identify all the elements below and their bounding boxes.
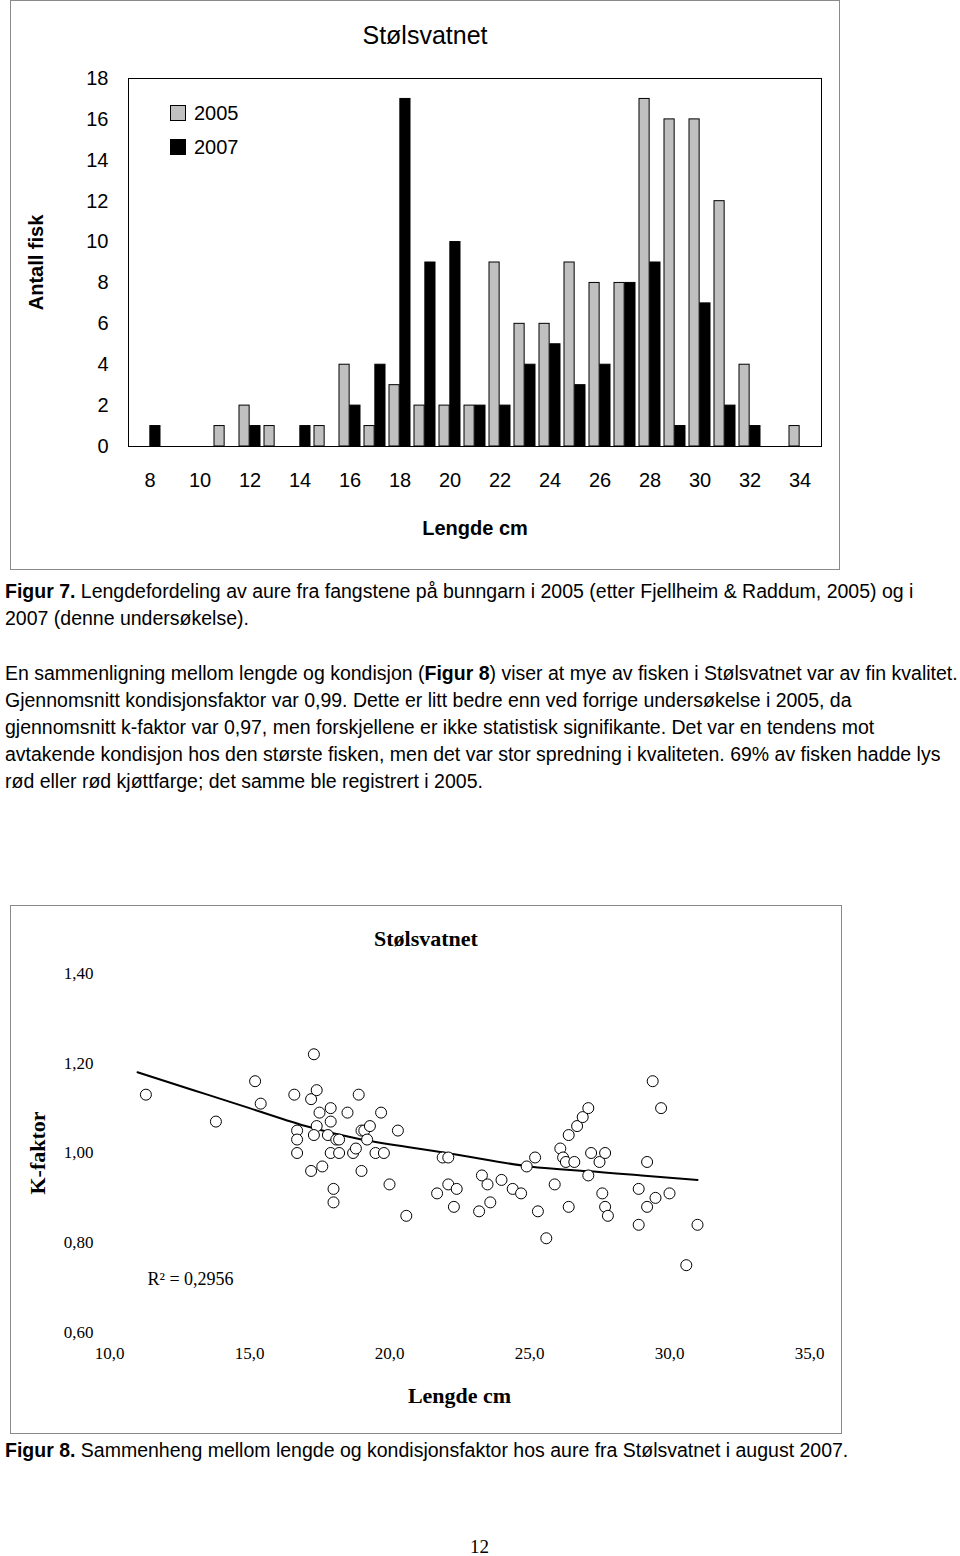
svg-text:Lengde cm: Lengde cm — [422, 517, 528, 539]
svg-text:10,0: 10,0 — [95, 1344, 125, 1363]
svg-text:26: 26 — [589, 469, 611, 491]
svg-text:0: 0 — [97, 435, 108, 457]
svg-text:35,0: 35,0 — [795, 1344, 825, 1363]
svg-text:18: 18 — [389, 469, 411, 491]
svg-text:0,60: 0,60 — [64, 1323, 94, 1342]
svg-text:12: 12 — [86, 190, 108, 212]
svg-text:1,40: 1,40 — [64, 964, 94, 983]
svg-text:14: 14 — [86, 149, 108, 171]
html-text:Stølsvatnet: Stølsvatnet — [374, 926, 478, 951]
svg-text:10: 10 — [86, 230, 108, 252]
svg-text:20,0: 20,0 — [375, 1344, 405, 1363]
svg-text:25,0: 25,0 — [515, 1344, 545, 1363]
svg-text:16: 16 — [86, 108, 108, 130]
svg-text:1,00: 1,00 — [64, 1143, 94, 1162]
svg-text:30: 30 — [689, 469, 711, 491]
html-text:Figur 8. Sammenheng mellom len: Figur 8. Sammenheng mellom lengde og kon… — [5, 1439, 849, 1461]
svg-text:12: 12 — [239, 469, 261, 491]
svg-text:K-faktor: K-faktor — [25, 1111, 50, 1194]
svg-text:2: 2 — [97, 394, 108, 416]
svg-text:16: 16 — [339, 469, 361, 491]
svg-text:20: 20 — [439, 469, 461, 491]
svg-text:1,20: 1,20 — [64, 1054, 94, 1073]
html-text:En sammenligning mellom lengde: En sammenligning mellom lengde og kondis… — [5, 662, 958, 792]
svg-text:8: 8 — [144, 469, 155, 491]
svg-text:18: 18 — [86, 67, 108, 89]
svg-text:14: 14 — [289, 469, 311, 491]
html-text:2007: 2007 — [194, 136, 239, 158]
svg-text:Antall fisk: Antall fisk — [25, 214, 47, 310]
svg-text:4: 4 — [97, 353, 108, 375]
html-text:12: 12 — [470, 1536, 489, 1556]
svg-text:Lengde cm: Lengde cm — [408, 1383, 511, 1408]
html-text:Figur 7. Lengdefordeling av au: Figur 7. Lengdefordeling av aure fra fan… — [5, 580, 914, 629]
svg-text:R² = 0,2956: R² = 0,2956 — [148, 1269, 234, 1289]
svg-text:15,0: 15,0 — [235, 1344, 265, 1363]
svg-text:6: 6 — [97, 312, 108, 334]
svg-text:24: 24 — [539, 469, 561, 491]
svg-text:0,80: 0,80 — [64, 1233, 94, 1252]
svg-text:32: 32 — [739, 469, 761, 491]
svg-text:28: 28 — [639, 469, 661, 491]
svg-text:34: 34 — [789, 469, 811, 491]
html-text:Stølsvatnet: Stølsvatnet — [362, 21, 488, 49]
svg-text:30,0: 30,0 — [655, 1344, 685, 1363]
html-text:2005: 2005 — [194, 102, 239, 124]
svg-text:10: 10 — [189, 469, 211, 491]
svg-text:22: 22 — [489, 469, 511, 491]
svg-text:8: 8 — [97, 271, 108, 293]
